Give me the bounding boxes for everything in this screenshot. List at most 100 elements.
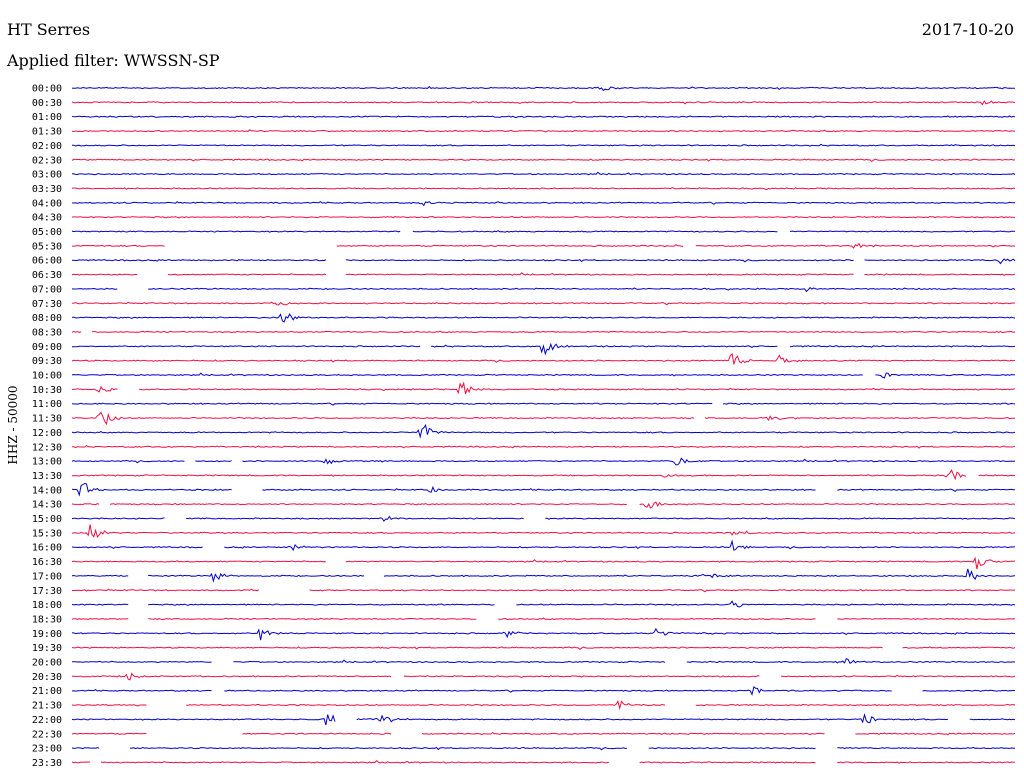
hour-tick-label: 04:30	[32, 213, 62, 224]
hour-tick-label: 22:00	[32, 715, 62, 726]
hour-tick-label: 16:00	[32, 543, 62, 554]
seismic-trace	[71, 286, 1016, 293]
seismic-trace	[71, 381, 1016, 395]
seismic-trace	[71, 600, 1016, 608]
seismic-trace	[71, 731, 1016, 736]
seismic-trace	[71, 187, 1016, 191]
hour-tick-label: 17:30	[32, 586, 62, 597]
seismic-trace	[71, 444, 1016, 449]
hour-tick-label: 12:00	[32, 428, 62, 439]
hour-tick-label: 15:30	[32, 528, 62, 539]
station-title: HT Serres	[7, 20, 91, 39]
hour-tick-label: 09:30	[32, 356, 62, 367]
hour-tick-label: 10:00	[32, 371, 62, 382]
hour-tick-label: 05:00	[32, 227, 62, 238]
seismic-trace	[71, 524, 1016, 538]
hour-tick-label: 02:00	[32, 141, 62, 152]
hour-tick-label: 13:30	[32, 471, 62, 482]
seismic-trace	[71, 646, 1016, 650]
hour-tick-label: 12:30	[32, 442, 62, 453]
seismic-trace	[72, 469, 1016, 481]
seismic-trace	[72, 627, 1016, 641]
hour-tick-label: 19:00	[32, 629, 62, 640]
seismic-trace	[71, 686, 1016, 696]
hour-tick-label: 13:00	[32, 457, 62, 468]
seismic-trace	[72, 201, 1016, 207]
seismic-trace	[71, 85, 1016, 92]
record-date: 2017-10-20	[921, 20, 1014, 39]
seismic-trace	[71, 617, 1016, 621]
hour-tick-label: 00:30	[32, 98, 62, 109]
seismic-trace	[71, 372, 1016, 379]
hour-tick-label: 06:00	[32, 256, 62, 267]
hour-tick-label: 08:00	[32, 313, 62, 324]
hour-tick-label: 14:30	[32, 500, 62, 511]
seismic-trace	[71, 313, 1016, 323]
seismic-trace	[71, 100, 1016, 106]
hour-tick-label: 19:30	[32, 643, 62, 654]
seismic-trace	[71, 158, 1016, 163]
hour-tick-label: 20:00	[32, 658, 62, 669]
hour-tick-label: 23:00	[32, 744, 62, 755]
hour-tick-label: 08:30	[32, 327, 62, 338]
seismic-trace	[71, 588, 1016, 593]
hour-tick-label: 01:30	[32, 127, 62, 138]
hour-tick-label: 11:00	[32, 399, 62, 410]
hour-tick-label: 21:30	[32, 701, 62, 712]
hour-tick-label: 07:30	[32, 299, 62, 310]
seismic-trace	[71, 301, 1016, 306]
seismic-trace	[71, 402, 1016, 406]
hour-tick-label: 22:30	[32, 729, 62, 740]
seismic-trace	[71, 215, 1016, 219]
hour-tick-label: 18:30	[32, 614, 62, 625]
hour-tick-label: 07:00	[32, 284, 62, 295]
hour-tick-label: 09:00	[32, 342, 62, 353]
seismic-trace	[71, 342, 1016, 356]
hour-tick-label: 14:00	[32, 485, 62, 496]
hour-tick-label: 06:30	[32, 270, 62, 281]
hour-tick-label: 03:00	[32, 170, 62, 181]
seismic-trace	[71, 700, 1016, 711]
filter-label: Applied filter: WWSSN-SP	[7, 51, 220, 70]
seismic-trace	[71, 760, 1016, 764]
hour-tick-label: 23:30	[32, 758, 62, 769]
seismic-trace	[72, 658, 1016, 665]
seismic-trace	[71, 171, 1016, 176]
hour-tick-label: 01:00	[32, 112, 62, 123]
hour-tick-label: 02:30	[32, 155, 62, 166]
seismic-trace	[71, 539, 1016, 552]
seismic-trace	[71, 556, 1016, 570]
hour-tick-label: 15:00	[32, 514, 62, 525]
hour-tick-label: 17:00	[32, 571, 62, 582]
hour-tick-label: 00:00	[32, 84, 62, 95]
seismic-trace	[71, 115, 1016, 119]
seismic-trace	[71, 501, 1016, 509]
seismic-trace	[71, 482, 1015, 497]
seismic-trace	[71, 411, 1016, 426]
hour-tick-label: 21:00	[32, 686, 62, 697]
seismic-trace	[71, 230, 1016, 233]
seismic-trace	[71, 712, 1016, 726]
seismic-trace	[71, 143, 1016, 147]
seismic-trace	[71, 242, 1016, 249]
seismic-trace	[71, 352, 1016, 365]
hour-tick-label: 18:00	[32, 600, 62, 611]
seismic-trace	[71, 515, 1016, 522]
seismic-trace	[71, 746, 1016, 751]
hour-tick-label: 05:30	[32, 241, 62, 252]
hour-tick-label: 20:30	[32, 672, 62, 683]
seismic-trace	[71, 330, 1016, 334]
seismic-trace	[71, 568, 1016, 583]
seismic-trace	[71, 272, 1016, 277]
seismic-trace	[71, 423, 1016, 439]
hour-tick-label: 03:30	[32, 184, 62, 195]
hour-tick-label: 10:30	[32, 385, 62, 396]
seismic-trace	[71, 258, 1016, 265]
seismic-trace	[71, 129, 1016, 133]
seismic-trace	[71, 457, 1016, 466]
hour-tick-label: 04:00	[32, 198, 62, 209]
seismic-trace	[71, 672, 1016, 681]
hour-tick-label: 11:30	[32, 414, 62, 425]
hour-tick-label: 16:30	[32, 557, 62, 568]
